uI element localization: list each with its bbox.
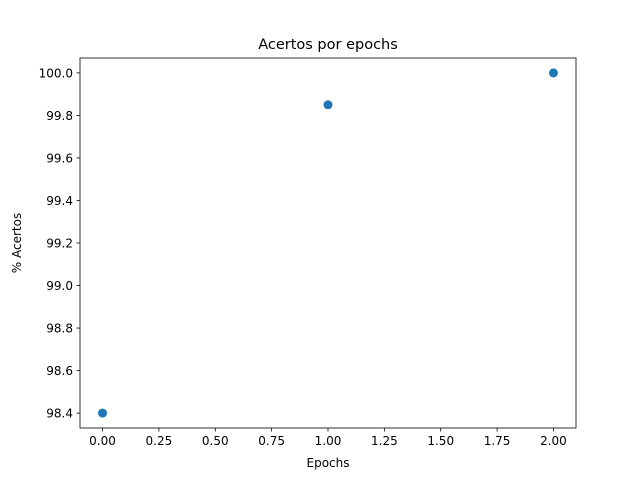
- x-tick-label: 1.25: [371, 434, 398, 448]
- y-tick-label: 98.4: [46, 407, 73, 421]
- x-tick-label: 1.75: [484, 434, 511, 448]
- x-tick-label: 1.00: [315, 434, 342, 448]
- data-point: [98, 408, 108, 418]
- x-tick-label: 0.75: [258, 434, 285, 448]
- plot-frame: [79, 57, 577, 429]
- x-axis-ticks: 0.00 0.25 0.50 0.75 1.00 1.25 1.50 1.75 2.00: [89, 428, 567, 448]
- chart-title: Acertos por epochs: [258, 37, 398, 53]
- data-points: [98, 68, 558, 418]
- y-tick-label: 99.4: [46, 194, 73, 208]
- data-point: [548, 68, 558, 78]
- x-tick-label: 2.00: [540, 434, 567, 448]
- y-tick-label: 99.8: [46, 109, 73, 123]
- y-tick-label: 99.6: [46, 151, 73, 165]
- y-tick-label: 100.0: [39, 66, 73, 80]
- y-tick-label: 98.6: [46, 364, 73, 378]
- x-tick-label: 0.00: [89, 434, 116, 448]
- x-axis-label: Epochs: [307, 456, 350, 470]
- y-tick-label: 99.0: [46, 279, 73, 293]
- x-tick-label: 1.50: [427, 434, 454, 448]
- x-tick-label: 0.25: [146, 434, 173, 448]
- y-tick-label: 98.8: [46, 322, 73, 336]
- y-axis-ticks: 98.4 98.6 98.8 99.0 99.2 99.4 99.6 99.8 100.0: [39, 66, 80, 421]
- data-point: [323, 100, 333, 110]
- y-axis-label: % Acertos: [10, 213, 24, 273]
- x-tick-label: 0.50: [202, 434, 229, 448]
- y-tick-label: 99.2: [46, 237, 73, 251]
